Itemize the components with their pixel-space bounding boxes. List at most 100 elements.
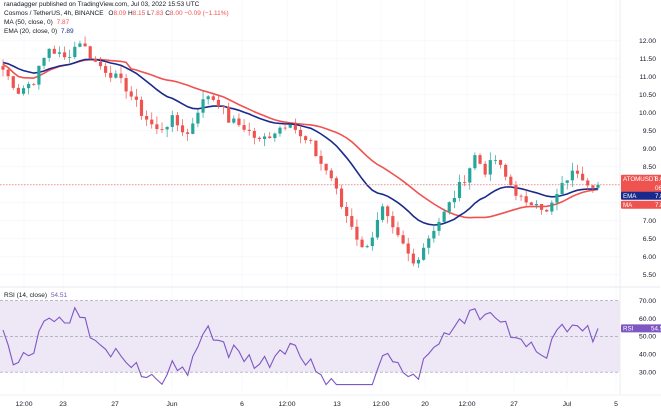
candle (252, 127, 256, 145)
candle (88, 45, 92, 61)
candle (529, 201, 533, 206)
time-tick-label: 27 (111, 401, 119, 408)
candle (273, 132, 277, 142)
ema-tag-name: EMA (623, 193, 637, 200)
publisher-text: ranadagger published on TradingView.com,… (4, 1, 200, 8)
candle (370, 231, 374, 251)
candle (27, 81, 31, 95)
candle (422, 243, 426, 261)
candle (329, 168, 333, 181)
time-tick-label: 12:00 (372, 401, 389, 408)
rsi-legend-label: RSI (14, close) (4, 292, 47, 299)
time-tick-label: Jun (167, 401, 178, 408)
candle (227, 102, 231, 123)
candle (432, 224, 436, 243)
price-tick-label: 5.50 (643, 272, 656, 279)
candle (170, 110, 174, 133)
ohlc-c: 8.00 (169, 10, 183, 17)
candle (514, 180, 518, 201)
candle (468, 167, 472, 190)
candle (134, 88, 138, 107)
candle (478, 153, 482, 165)
candle (447, 201, 451, 215)
candle (119, 66, 123, 84)
candle (114, 70, 118, 79)
price-tick-label: 11.00 (639, 74, 656, 81)
candle (93, 56, 97, 63)
price-tick-label: 9.00 (643, 146, 656, 153)
candle (406, 237, 410, 262)
rsi-tick-label: 60.00 (639, 316, 656, 323)
rsi-line (2, 306, 599, 386)
candle (155, 116, 159, 135)
ema-tag: EMA 7.89 (621, 191, 661, 200)
ohlc-h: 8.15 (132, 10, 146, 17)
candle (324, 163, 328, 175)
candle (175, 112, 179, 132)
time-tick-label: 23 (59, 401, 67, 408)
candle (365, 244, 369, 249)
rsi-tag: RSI 54.51 (621, 324, 661, 333)
candle (375, 212, 380, 240)
candle (103, 63, 108, 78)
candle (278, 125, 282, 137)
rsi-legend[interactable]: RSI (14, close) 54.51 (4, 292, 67, 300)
candle (314, 140, 318, 157)
candle (355, 219, 359, 247)
candle (596, 181, 600, 191)
ema-legend[interactable]: EMA (20, close, 0) 7.89 (4, 28, 74, 36)
candle (555, 188, 559, 211)
candle (581, 166, 585, 181)
ohlc-l-label: L (147, 10, 151, 17)
candle (360, 236, 364, 248)
candle (83, 36, 87, 47)
candle (78, 40, 82, 48)
candle (457, 174, 462, 202)
publisher-line: ranadagger published on TradingView.com,… (4, 1, 199, 9)
ohlc-o: 8.09 (113, 10, 127, 17)
candle (242, 119, 246, 133)
candle (11, 75, 15, 91)
candle (16, 84, 20, 95)
candle (575, 164, 580, 179)
rsi-tag-name: RSI (623, 326, 634, 333)
candle (150, 112, 154, 129)
candle (98, 57, 103, 70)
candle (232, 115, 236, 125)
time-axis: 12:00 23 27 Jun 6 12:00 13 12:00 20 12:00 27 Jul 5 (0, 394, 661, 408)
ema-legend-value: 7.89 (60, 28, 74, 35)
candle (216, 95, 221, 109)
candle (488, 152, 492, 181)
candle (493, 155, 498, 165)
candle (191, 117, 195, 135)
rsi-tag-value: 54.51 (651, 326, 661, 333)
time-tick-label: 12:00 (278, 401, 295, 408)
candle (237, 113, 241, 127)
candle (504, 163, 508, 181)
time-tick-label: 20 (421, 401, 429, 408)
candle (386, 205, 390, 224)
candle (6, 68, 10, 81)
candle (586, 178, 590, 191)
candle (288, 124, 292, 129)
candle (345, 201, 349, 224)
candle (283, 123, 287, 131)
ma-legend-label: MA (50, close, 0) (4, 19, 53, 26)
candle (201, 91, 205, 118)
candle (247, 122, 251, 136)
candles (1, 36, 600, 268)
candle (293, 118, 297, 134)
ohlc-h-label: H (127, 10, 133, 17)
candle (68, 49, 72, 63)
candle (145, 110, 149, 126)
candle (124, 74, 128, 99)
rsi-tick-label: 40.00 (639, 352, 656, 359)
time-tick-label: 13 (333, 401, 341, 408)
candle (221, 106, 226, 115)
candle (257, 136, 262, 142)
ma-legend[interactable]: MA (50, close, 0) 7.87 (4, 19, 69, 27)
price-tag-value: 8.00 (655, 176, 661, 183)
ohlc-c-label: C (165, 10, 170, 17)
